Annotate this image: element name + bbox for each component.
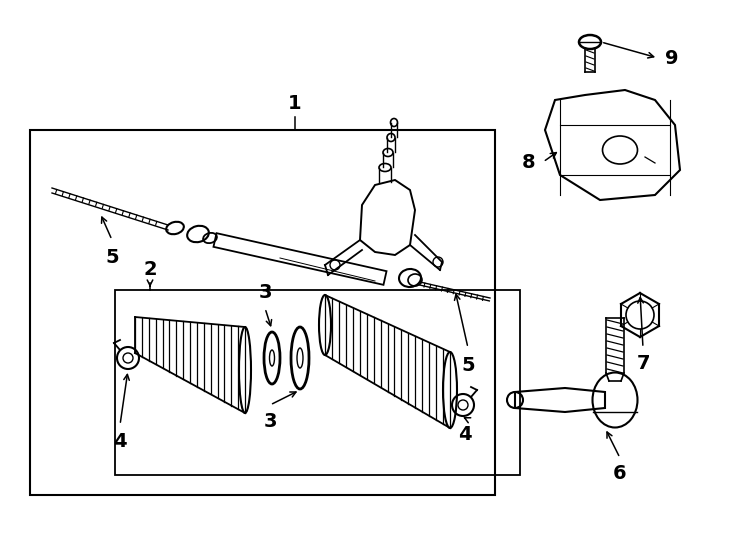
Text: 9: 9 — [665, 49, 678, 68]
Text: 5: 5 — [461, 356, 475, 375]
Text: 6: 6 — [613, 464, 627, 483]
Text: 2: 2 — [143, 260, 157, 279]
Bar — [115, 290, 520, 475]
Text: 4: 4 — [458, 425, 472, 444]
Bar — [30, 130, 495, 495]
Text: 1: 1 — [288, 94, 302, 113]
Text: 8: 8 — [521, 152, 535, 172]
Text: 7: 7 — [636, 354, 650, 373]
Text: 3: 3 — [258, 283, 272, 302]
Text: 4: 4 — [113, 432, 127, 451]
Text: 5: 5 — [105, 248, 119, 267]
Text: 3: 3 — [264, 412, 277, 431]
